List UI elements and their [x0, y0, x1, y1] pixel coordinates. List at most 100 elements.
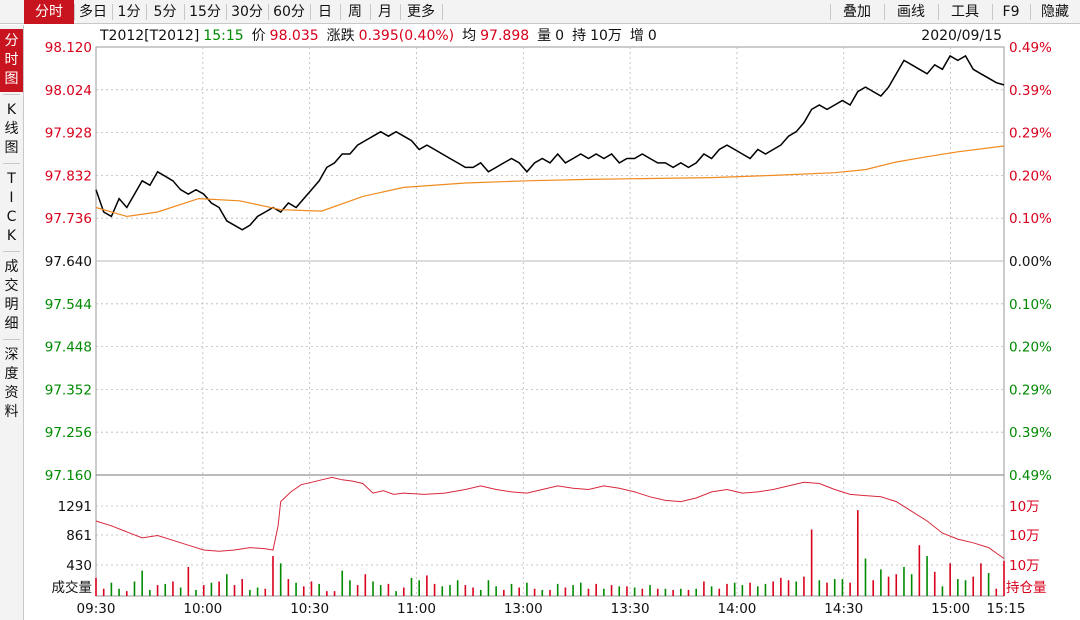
- side-tab-divider: [3, 163, 20, 164]
- open-interest-line: [95, 476, 1005, 559]
- period-tab-8[interactable]: 周: [348, 4, 362, 20]
- toolbar-separator: [268, 4, 269, 20]
- price-axis-label: 98.024: [45, 83, 92, 99]
- time-axis-label: 13:00: [504, 601, 543, 617]
- price-line: [95, 54, 1005, 231]
- hold-caption: 持: [572, 28, 586, 44]
- period-tab-6[interactable]: 60分: [273, 4, 305, 20]
- volume-value: 0: [555, 28, 564, 44]
- increase-caption: 增: [630, 28, 644, 44]
- side-tab-2[interactable]: T I C K: [6, 171, 17, 244]
- period-tab-4[interactable]: 15分: [189, 4, 221, 20]
- percent-axis-label: 0.29%: [1009, 126, 1052, 142]
- price-axis-label: 97.544: [45, 297, 92, 313]
- symbol-label: T2012[T2012]: [99, 28, 199, 44]
- price-axis-label: 98.120: [45, 40, 92, 56]
- price-axis-label: 97.928: [45, 126, 92, 142]
- period-tab-1[interactable]: 多日: [79, 4, 107, 20]
- info-bar: T2012[T2012] 15:15 价 98.035 涨跌 0.395(0.40%) 均 9…: [99, 28, 1002, 44]
- volume-axis-label: 1291: [58, 499, 92, 515]
- side-tab-0[interactable]: 分 时 图: [0, 29, 23, 92]
- period-tab-5[interactable]: 30分: [231, 4, 263, 20]
- tool-button-4[interactable]: 隐藏: [1041, 4, 1069, 20]
- tool-button-1[interactable]: 画线: [897, 4, 925, 20]
- increase-value: 0: [648, 28, 657, 44]
- time-axis-label: 13:30: [611, 601, 650, 617]
- period-tab-7[interactable]: 日: [318, 4, 332, 20]
- toolbar-separator: [310, 4, 311, 20]
- price-value: 98.035: [270, 28, 319, 44]
- toolbar-separator: [992, 4, 993, 20]
- toolbar-separator: [146, 4, 147, 20]
- side-tab-3[interactable]: 成 交 明 细: [4, 259, 19, 332]
- percent-axis-label: 0.20%: [1009, 340, 1052, 356]
- toolbar-separator: [938, 4, 939, 20]
- percent-axis-label: 0.29%: [1009, 382, 1052, 398]
- toolbar-separator: [400, 4, 401, 20]
- toolbar-separator: [184, 4, 185, 20]
- avg-caption: 均: [462, 28, 476, 44]
- price-axis-label: 97.640: [45, 254, 92, 270]
- period-tab-10[interactable]: 更多: [407, 4, 435, 20]
- chart-grid: [95, 46, 1005, 597]
- time-axis-label: 14:30: [824, 601, 863, 617]
- intraday-chart: 98.120 98.024 97.928 97.832 97.736 97.640 97.5…: [45, 28, 1052, 617]
- time-axis-label: 10:30: [290, 601, 329, 617]
- period-tab-0[interactable]: 分时: [24, 0, 74, 24]
- percent-axis-label: 0.10%: [1009, 211, 1052, 227]
- tool-button-3[interactable]: F9: [1002, 4, 1020, 20]
- time-axis-label: 09:30: [77, 601, 116, 617]
- quote-date: 2020/09/15: [921, 28, 1002, 44]
- quote-summary: T2012[T2012] 15:15 价 98.035 涨跌 0.395(0.40%) 均 9…: [99, 28, 657, 44]
- tool-button-2[interactable]: 工具: [951, 4, 979, 20]
- toolbar-separator: [226, 4, 227, 20]
- tool-button-0[interactable]: 叠加: [843, 4, 871, 20]
- price-axis-label: 97.352: [45, 382, 92, 398]
- oi-axis-title: 持仓量: [1006, 580, 1047, 596]
- percent-axis-label: 0.20%: [1009, 168, 1052, 184]
- toolbar-separator: [1030, 4, 1031, 20]
- period-toolbar: 分时 多日 1分 5分 15分 30分 60分日周月更多 叠加 画线 工具 F9 隐藏: [0, 0, 1080, 24]
- volume-axis-title: 成交量: [52, 579, 93, 596]
- period-tab-2[interactable]: 1分: [117, 4, 141, 20]
- percent-axis-label: 0.00%: [1009, 254, 1052, 270]
- oi-axis-label: 10万: [1009, 499, 1040, 515]
- toolbar-separator: [442, 4, 443, 20]
- side-tab-4[interactable]: 深 度 资 料: [4, 347, 19, 420]
- percent-axis-label: 0.39%: [1009, 83, 1052, 99]
- side-tab-1[interactable]: K 线 图: [4, 102, 19, 156]
- oi-axis-label: 10万: [1009, 528, 1040, 544]
- price-axis-label: 97.448: [45, 340, 92, 356]
- toolbar-separator: [884, 4, 885, 20]
- volume-caption: 量: [537, 28, 551, 44]
- time-axis-label: 15:15: [987, 601, 1026, 617]
- price-caption: 价: [252, 28, 266, 44]
- price-axis-label: 97.736: [45, 211, 92, 227]
- side-tab-divider: [3, 251, 20, 252]
- volume-axis-label: 861: [66, 528, 92, 544]
- time-axis-label: 15:00: [931, 601, 970, 617]
- side-tab-bar: 分 时 图 K 线 图 T I C K 成 交 明 细深 度 资 料: [0, 25, 24, 620]
- volume-bars: [95, 510, 1005, 596]
- percent-axis-label: 0.49%: [1009, 468, 1052, 484]
- period-tab-3[interactable]: 5分: [153, 4, 177, 20]
- chart-frame: [95, 46, 1005, 597]
- average-price-line: [95, 145, 1005, 218]
- avg-value: 97.898: [480, 28, 529, 44]
- side-tab-divider: [3, 94, 20, 95]
- percent-axis-label: 0.39%: [1009, 425, 1052, 441]
- toolbar-separator: [370, 4, 371, 20]
- time-axis-label: 14:00: [717, 601, 756, 617]
- period-tab-9[interactable]: 月: [378, 4, 392, 20]
- toolbar-separator: [74, 4, 75, 20]
- price-axis-label: 97.832: [45, 168, 92, 184]
- axis-labels: 98.120 98.024 97.928 97.832 97.736 97.640 97.5…: [45, 40, 1052, 617]
- volume-axis-label: 430: [66, 558, 92, 574]
- toolbar-separator: [340, 4, 341, 20]
- side-tab-divider: [3, 339, 20, 340]
- toolbar-separator: [830, 4, 831, 20]
- oi-axis-label: 10万: [1009, 558, 1040, 574]
- chart-lines: [95, 54, 1005, 559]
- change-caption: 涨跌: [327, 28, 355, 44]
- quote-time: 15:15: [203, 28, 243, 44]
